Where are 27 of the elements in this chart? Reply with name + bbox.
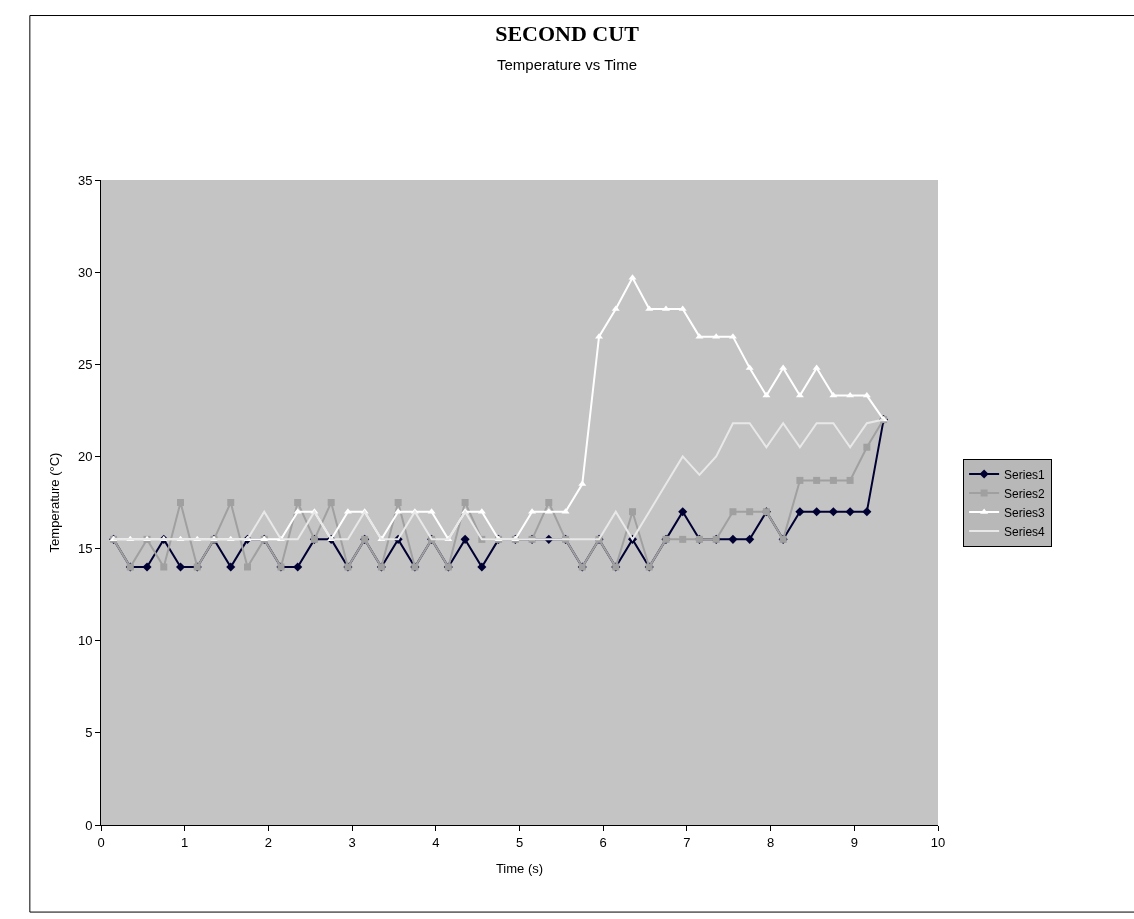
y-tick-label: 10 <box>77 633 93 649</box>
x-tick-label: 2 <box>264 834 273 850</box>
y-tick-label: 25 <box>77 356 93 372</box>
y-tick-label: 35 <box>77 172 93 188</box>
legend-label: Series3 <box>1004 505 1046 520</box>
legend-label: Series1 <box>1004 467 1046 482</box>
legend-label: Series2 <box>1004 486 1046 501</box>
x-tick-label: 7 <box>683 834 691 850</box>
y-axis-title: Temperature (°C) <box>46 452 62 553</box>
x-tick-label: 5 <box>515 834 524 850</box>
x-axis-title: Time (s) <box>495 861 544 877</box>
x-tick-label: 3 <box>348 834 356 850</box>
y-tick-label: 20 <box>77 448 93 464</box>
legend-label: Series4 <box>1004 524 1046 539</box>
y-tick-label: 15 <box>77 541 93 557</box>
y-tick-label: 0 <box>85 817 93 833</box>
x-tick-label: 9 <box>850 834 858 850</box>
y-tick-label: 5 <box>85 725 93 741</box>
chart-subtitle: Temperature vs Time <box>496 55 638 73</box>
x-tick-label: 4 <box>432 834 440 850</box>
x-tick-label: 6 <box>599 834 607 850</box>
chart-title: SECOND CUT <box>495 21 640 47</box>
y-tick-label: 30 <box>77 264 93 280</box>
x-tick-label: 1 <box>181 834 189 850</box>
x-tick-label: 10 <box>930 834 946 850</box>
x-tick-label: 0 <box>97 834 105 850</box>
x-tick-label: 8 <box>766 834 775 850</box>
